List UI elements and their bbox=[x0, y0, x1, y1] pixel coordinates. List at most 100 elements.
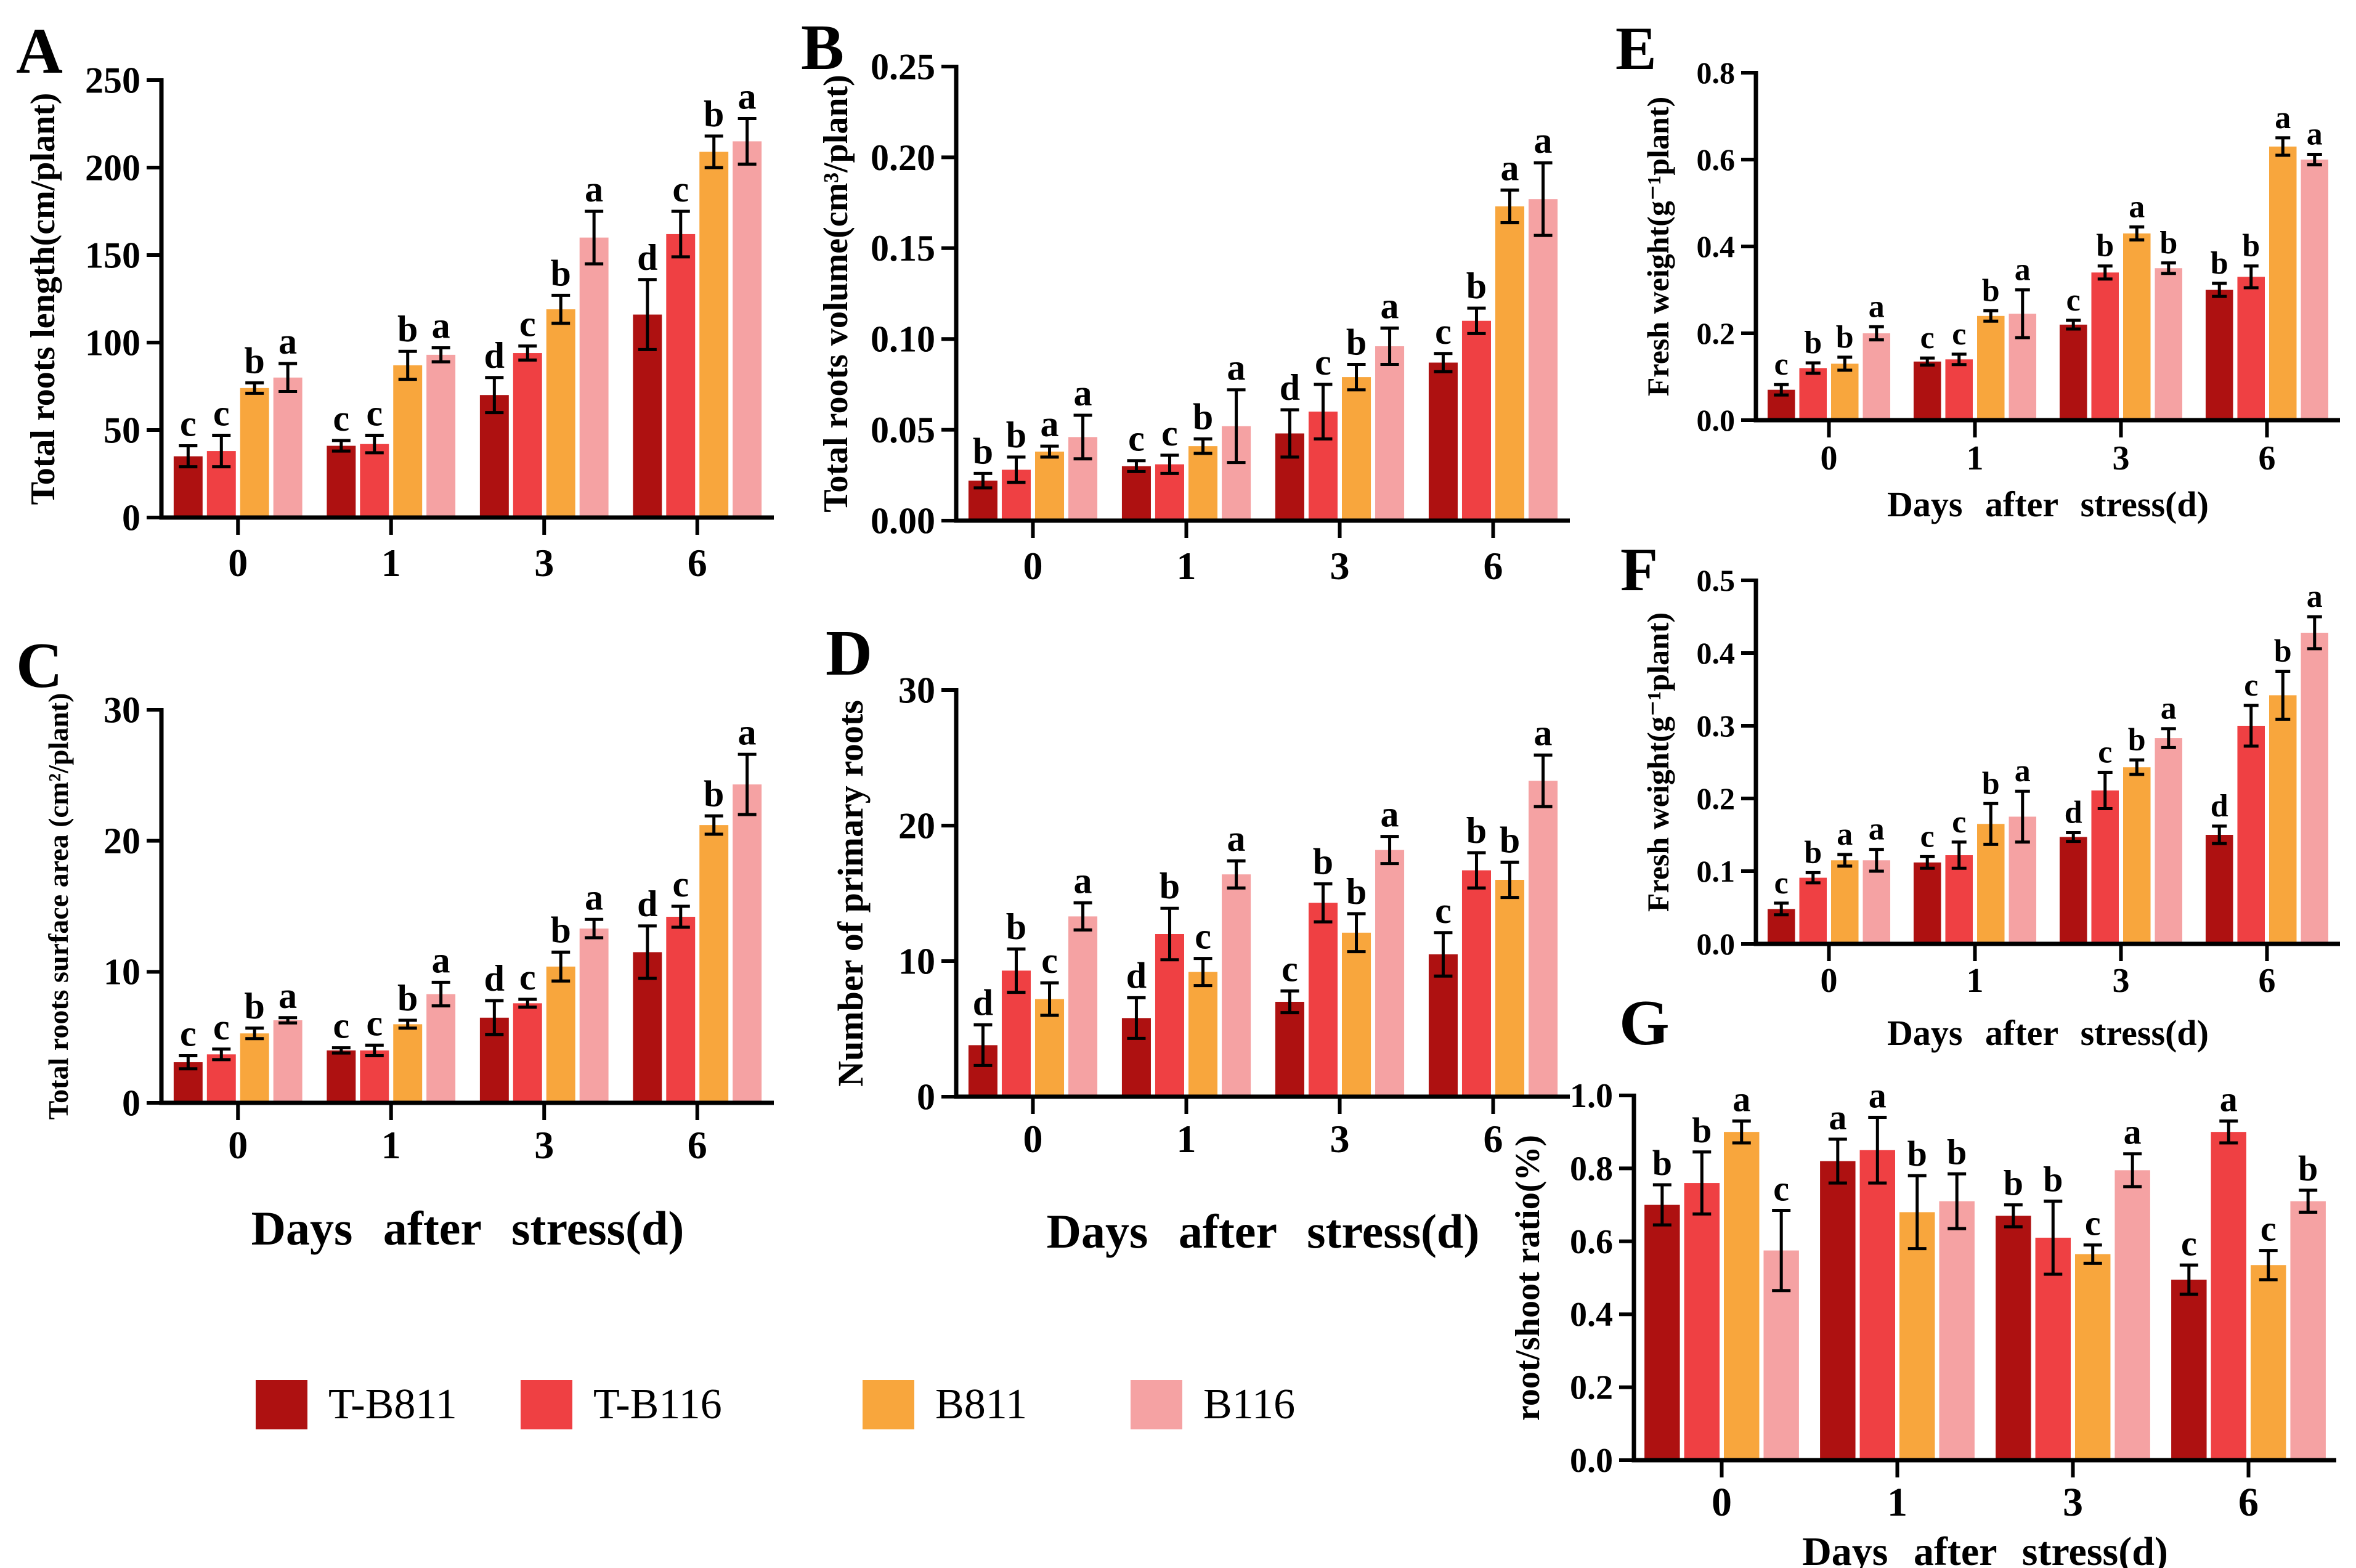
x-tick-label: 0 bbox=[1821, 439, 1838, 477]
y-tick-label: 0.20 bbox=[871, 137, 935, 178]
sig-letter: a bbox=[2307, 117, 2323, 152]
x-axis-label: Days after stress(d) bbox=[1887, 1013, 2209, 1053]
panel-letter-a: A bbox=[16, 15, 63, 87]
panel-b: b b a a 0 c c b a 1 d c b a 3 c b a a 6 0.00 0.05 0.10 0.15 0.20… bbox=[789, 0, 1577, 604]
y-tick-label: 0.4 bbox=[1570, 1296, 1613, 1334]
bar-B811-day1 bbox=[393, 1024, 423, 1103]
legend-item-b116: B116 bbox=[1131, 1380, 1295, 1429]
sig-letter: b bbox=[1006, 415, 1026, 455]
bar-T-B116-day3 bbox=[513, 353, 542, 518]
sig-letter: a bbox=[278, 975, 297, 1016]
x-tick-label: 3 bbox=[2113, 962, 2130, 1000]
sig-letter: a bbox=[2307, 579, 2323, 614]
bar-B116-day3 bbox=[1375, 346, 1405, 521]
y-axis-label: Total roots length(cm/plant) bbox=[24, 93, 62, 505]
sig-letter: c bbox=[2181, 1223, 2197, 1263]
sig-letter: c bbox=[1435, 890, 1452, 931]
sig-letter: b bbox=[1652, 1143, 1672, 1183]
y-axis-label: Fresh weight(g⁻¹plant) bbox=[1641, 612, 1675, 912]
y-tick-label: 1.0 bbox=[1570, 1077, 1613, 1115]
sig-letter: a bbox=[1869, 289, 1885, 324]
y-tick-label: 30 bbox=[898, 670, 935, 710]
bar-T-B116-day1 bbox=[1945, 359, 1973, 420]
bar-T-B811-day1 bbox=[327, 445, 356, 518]
bar-B811-day3 bbox=[1342, 377, 1371, 521]
y-axis-label: Fresh weight(g⁻¹plant) bbox=[1641, 97, 1675, 396]
bar-T-B116-day3 bbox=[2091, 272, 2119, 420]
y-tick-label: 0.2 bbox=[1697, 316, 1736, 351]
panel-e: c b b a 0 c c b a 1 c b a b 3 b b a a 6 0.0 0.2 0.4 0.6 0.8 Fresh… bbox=[1577, 0, 2356, 542]
bar-B116-day3 bbox=[579, 928, 609, 1103]
sig-letter: b bbox=[1006, 906, 1026, 947]
bar-B116-day1 bbox=[1222, 874, 1251, 1097]
sig-letter: b bbox=[704, 773, 724, 814]
bar-B116-day0 bbox=[273, 377, 303, 518]
bar-B811-day3 bbox=[2075, 1254, 2111, 1460]
bar-T-B811-day6 bbox=[2171, 1279, 2207, 1460]
bar-T-B116-day0 bbox=[1799, 368, 1827, 420]
legend: T-B811 T-B116 B811 B116 bbox=[0, 1380, 1509, 1460]
sig-letter: a bbox=[278, 321, 297, 362]
sig-letter: b bbox=[245, 986, 265, 1026]
bar-B811-day3 bbox=[2123, 233, 2151, 420]
sig-letter: c bbox=[333, 1005, 350, 1046]
bar-B116-day6 bbox=[2301, 160, 2329, 420]
x-tick-label: 6 bbox=[2238, 1480, 2259, 1525]
legend-swatch-t-b811 bbox=[256, 1380, 307, 1429]
sig-letter: c bbox=[2085, 1203, 2101, 1243]
sig-letter: b bbox=[1346, 322, 1367, 362]
sig-letter: c bbox=[1315, 342, 1331, 383]
bar-B116-day3 bbox=[2114, 1170, 2150, 1460]
sig-letter: a bbox=[432, 940, 450, 980]
bar-T-B811-day6 bbox=[1428, 954, 1458, 1097]
y-tick-label: 0.15 bbox=[871, 228, 935, 269]
sig-letter: a bbox=[1074, 373, 1092, 413]
sig-letter: c bbox=[519, 957, 536, 997]
sig-letter: b bbox=[245, 340, 265, 381]
bar-B811-day6 bbox=[699, 825, 729, 1103]
y-tick-label: 250 bbox=[85, 60, 140, 100]
sig-letter: c bbox=[1435, 311, 1452, 352]
bar-B116-day0 bbox=[1862, 333, 1891, 420]
sig-letter: a bbox=[1501, 147, 1519, 188]
bar-T-B116-day0 bbox=[1799, 877, 1827, 944]
panel-d: d b c a 0 d b c a 1 c b b a 3 c b b a 6 0 10 20 30 Number of pri… bbox=[789, 604, 1577, 1282]
bar-B811-day3 bbox=[1342, 932, 1371, 1097]
bar-B811-day0 bbox=[1831, 860, 1859, 944]
y-tick-label: 0.6 bbox=[1697, 142, 1736, 177]
x-tick-label: 0 bbox=[1023, 544, 1043, 588]
y-tick-label: 0 bbox=[122, 497, 140, 538]
x-axis-label: Days after stress(d) bbox=[1047, 1204, 1480, 1258]
x-tick-label: 6 bbox=[1484, 1117, 1503, 1161]
sig-letter: a bbox=[1869, 812, 1885, 847]
bar-B811-day1 bbox=[1188, 972, 1218, 1097]
bar-T-B811-day3 bbox=[2059, 837, 2087, 944]
bar-B811-day0 bbox=[1724, 1132, 1760, 1460]
x-tick-label: 3 bbox=[534, 541, 554, 585]
bar-T-B811-day6 bbox=[2205, 835, 2233, 944]
y-tick-label: 0.2 bbox=[1697, 781, 1736, 816]
bar-T-B811-day6 bbox=[2205, 290, 2233, 420]
legend-swatch-b116 bbox=[1131, 1380, 1182, 1429]
sig-letter: b bbox=[1313, 842, 1333, 882]
sig-letter: a bbox=[1074, 860, 1092, 901]
x-tick-label: 0 bbox=[1712, 1480, 1732, 1525]
x-tick-label: 6 bbox=[2259, 439, 2276, 477]
y-tick-label: 0.1 bbox=[1697, 854, 1736, 888]
x-tick-label: 3 bbox=[2113, 439, 2130, 477]
sig-letter: a bbox=[1534, 120, 1553, 161]
bar-B116-day6 bbox=[733, 141, 762, 518]
y-axis-label: Total roots surface area (cm²/plant) bbox=[43, 693, 74, 1120]
bar-B811-day6 bbox=[2269, 146, 2297, 420]
sig-letter: c bbox=[1952, 317, 1966, 352]
sig-letter: c bbox=[366, 1002, 383, 1043]
x-tick-label: 1 bbox=[1967, 962, 1984, 1000]
sig-letter: b bbox=[1982, 273, 2000, 308]
bar-T-B116-day6 bbox=[2211, 1132, 2246, 1460]
bar-T-B811-day3 bbox=[1275, 1002, 1304, 1097]
y-tick-label: 0.6 bbox=[1570, 1223, 1613, 1261]
sig-letter: b bbox=[1160, 866, 1180, 906]
